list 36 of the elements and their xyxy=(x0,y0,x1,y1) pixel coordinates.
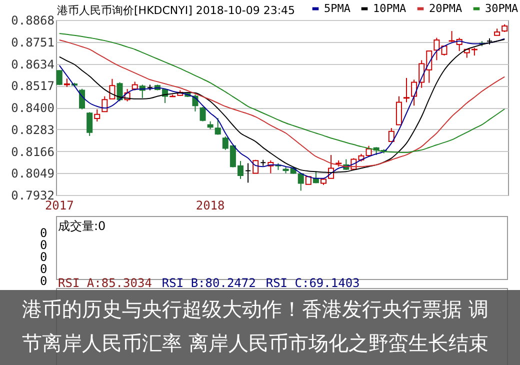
text: 0 xyxy=(40,262,48,276)
candlestick xyxy=(200,106,206,122)
text: 0 xyxy=(40,250,48,264)
legend-label: 10PMA xyxy=(373,2,406,15)
y-tick-label: 0.8283 xyxy=(11,122,54,137)
chart-title: 港币人民币询价[HKDCNYI] 2018-10-09 23:45 xyxy=(57,3,296,18)
candlestick xyxy=(94,108,100,122)
candlestick xyxy=(79,88,86,110)
y-tick-label: 0.8049 xyxy=(11,166,54,181)
y-tick-label: 0.8751 xyxy=(11,35,54,50)
legend-label: 5PMA xyxy=(324,2,351,15)
y-tick-label: 0.8868 xyxy=(11,14,54,28)
candlestick xyxy=(396,96,402,126)
text: 成交量:0 xyxy=(58,218,106,235)
candlestick xyxy=(214,117,221,136)
text: RSI C:69.1403 xyxy=(266,276,360,290)
x-tick-label: 2017 xyxy=(44,198,74,212)
candlestick xyxy=(404,77,410,103)
text: 0 xyxy=(40,274,48,288)
text: 0 xyxy=(40,226,48,240)
y-tick-label: 0.8166 xyxy=(11,144,54,159)
candlestick xyxy=(86,112,93,136)
text: 港币的历史与央行超级大动作！香港发行央行票据 调节离岸人民币汇率 离岸人民币市场化之野蛮生长结束 xyxy=(0,290,520,365)
text: 0 xyxy=(40,238,48,252)
legend-label: 30PMA xyxy=(485,2,518,15)
text: RSI A:85.3034 xyxy=(58,276,152,290)
y-tick-label: 0.8400 xyxy=(11,101,54,115)
legend-label: 20PMA xyxy=(429,2,462,15)
candlestick xyxy=(116,82,123,102)
candlestick xyxy=(388,128,394,142)
candlestick xyxy=(366,145,372,156)
x-tick-label: 2018 xyxy=(196,198,225,212)
text: RSI B:80.2472 xyxy=(162,276,256,290)
y-tick-label: 0.8517 xyxy=(11,79,54,94)
candlestick xyxy=(245,162,252,184)
y-tick-label: 0.8634 xyxy=(11,57,54,72)
